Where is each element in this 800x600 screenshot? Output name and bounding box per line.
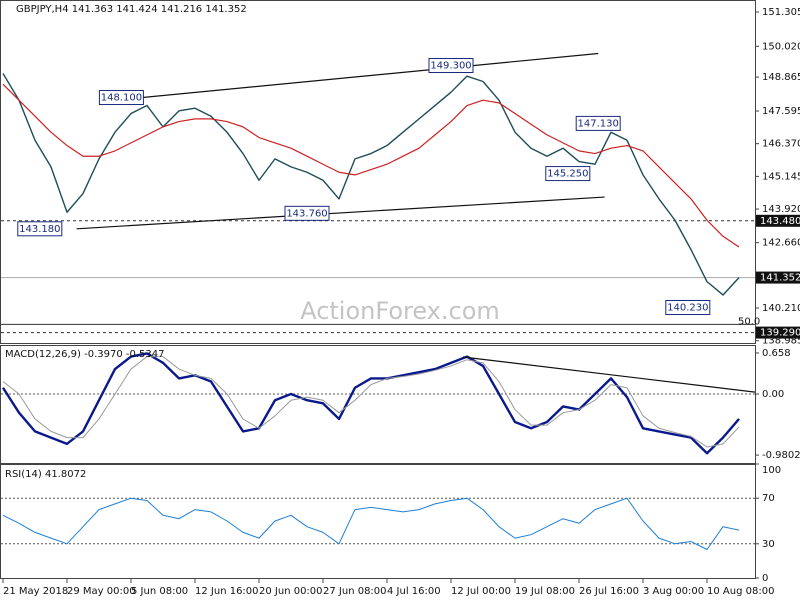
x-tick-label: 10 Aug 08:00 [707,586,774,597]
price-annotation-box [284,205,330,221]
trendline [100,52,599,103]
x-tick-label: 26 Jul 16:00 [579,586,639,597]
y-tick-label: 148.865 [762,72,800,83]
y-tick-label: 0 [762,573,768,584]
x-tick-label: 20 Jun 00:00 [259,586,323,597]
x-tick-label: 12 Jul 00:00 [451,586,511,597]
price-annotation-box [545,166,591,182]
y-tick-label: 140.210 [762,303,800,314]
series-line [2,73,740,296]
x-tick-label: 4 Jul 16:00 [387,586,441,597]
y-tick-label: 145.145 [762,171,800,182]
trendline [76,196,605,230]
y-tick-label: 143.920 [762,204,800,215]
x-tick-label: 12 Jun 16:00 [195,586,259,597]
level-label-box [756,326,800,339]
series-line [2,497,740,550]
price-annotation-box [98,90,144,106]
level-label: 141.352 [760,273,800,284]
x-tick-label: 19 Jul 08:00 [515,586,575,597]
price-annotation-box [665,300,711,316]
level-label-box [756,271,800,284]
panel-title: GBPJPY,H4 141.363 141.424 141.216 141.35… [16,4,247,15]
trendline [462,356,756,393]
rsi-panel [0,464,756,579]
panel-title: RSI(14) 41.8072 [5,469,86,480]
level-label: 143.480 [760,216,800,227]
y-tick-label: 30 [762,539,775,550]
y-tick-label: 150.020 [762,41,800,52]
series-line [1,352,740,455]
x-tick-label: 3 Aug 00:00 [643,586,704,597]
price-annotation: 143.760 [286,208,327,219]
x-tick-label: 29 May 00:00 [67,586,136,597]
y-tick-label: 0.00 [762,389,784,400]
price-panel [0,0,756,344]
price-annotation-box [17,221,63,237]
watermark: ActionForex.com [300,297,500,325]
y-tick-label: 70 [762,493,775,504]
y-tick-label: -0.9802 [762,450,800,461]
price-annotation-box [575,115,621,131]
price-annotation: 148.100 [101,93,142,104]
price-annotation: 140.230 [667,303,708,314]
series-line [2,356,740,448]
x-tick-label: 5 Jun 08:00 [131,586,188,597]
y-tick-label: 146.370 [762,139,800,150]
y-tick-label: 147.595 [762,106,800,117]
y-tick-label: 138.985 [762,336,800,347]
y-tick-label: 151.305 [762,7,800,18]
price-annotation-box [428,58,474,74]
level-label: 139.290 [760,328,800,339]
panel-title: MACD(12,26,9) -0.3970 -0.5347 [5,349,165,360]
fib-label: 50.0 [738,316,760,327]
price-annotation: 147.130 [578,118,619,129]
y-tick-label: 100 [762,465,781,476]
price-annotation: 149.300 [430,61,471,72]
price-annotation: 145.250 [547,169,588,180]
series-line [2,83,740,248]
y-tick-label: 142.660 [762,238,800,249]
x-tick-label: 27 Jun 08:00 [323,586,387,597]
price-annotation: 143.180 [19,224,60,235]
y-tick-label: 0.658 [762,348,791,359]
x-tick-label: 21 May 2018 [3,586,68,597]
level-label-box [756,214,800,227]
macd-panel [0,345,756,464]
